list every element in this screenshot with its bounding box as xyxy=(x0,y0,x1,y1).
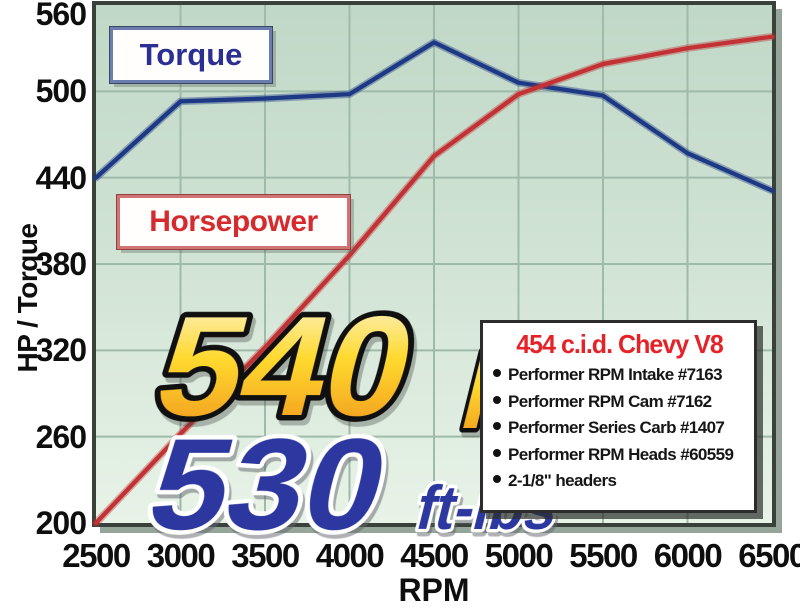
y-axis-label: HP / Torque xyxy=(12,223,43,373)
y-tick-label: 320 xyxy=(35,332,87,369)
y-axis-ticks: 560 500 440 380 320 260 200 xyxy=(0,0,87,611)
x-tick-label: 6000 xyxy=(653,537,723,574)
spec-item-text: Performer RPM Intake #7163 xyxy=(508,365,723,384)
spec-item-text: 2-1/8" headers xyxy=(508,471,617,490)
y-tick-label: 380 xyxy=(35,246,87,282)
bullet-dot-icon xyxy=(493,369,501,377)
bullet-dot-icon xyxy=(493,475,501,483)
spec-item-text: Performer RPM Cam #7162 xyxy=(508,391,712,411)
bullet-dot-icon xyxy=(493,448,501,457)
spec-item-text: Performer Series Carb #1407 xyxy=(508,418,725,437)
y-tick-label: 440 xyxy=(35,159,87,196)
spec-item: Performer RPM Cam #7162 xyxy=(493,389,746,416)
spec-item: Performer Series Carb #1407 xyxy=(493,415,746,442)
torque-legend-label: Torque xyxy=(139,37,243,72)
horsepower-legend-label: Horsepower xyxy=(149,205,318,238)
x-tick-label: 3000 xyxy=(146,537,216,574)
y-tick-label: 260 xyxy=(35,418,87,455)
x-tick-label: 6500 xyxy=(738,537,800,574)
spec-box: 454 c.i.d. Chevy V8 Performer RPM Intake… xyxy=(480,320,757,513)
spec-list: Performer RPM Intake #7163 Performer RPM … xyxy=(493,362,746,495)
spec-item: 2-1/8" headers xyxy=(493,468,746,495)
curve-group xyxy=(92,32,776,527)
x-tick-label: 4000 xyxy=(315,537,385,574)
x-axis-label: RPM xyxy=(398,572,470,608)
spec-item: Performer RPM Heads #60559 xyxy=(493,442,746,469)
bullet-dot-icon xyxy=(493,395,501,404)
horsepower-legend-box: Horsepower xyxy=(117,195,350,249)
torque-peak-value: 530 xyxy=(136,411,402,556)
x-tick-label: 4500 xyxy=(400,537,469,574)
bullet-dot-icon xyxy=(493,422,501,430)
spec-item-text: Performer RPM Heads #60559 xyxy=(508,444,734,464)
x-tick-label: 5000 xyxy=(484,537,554,574)
spec-item: Performer RPM Intake #7163 xyxy=(493,362,746,389)
x-tick-label: 2500 xyxy=(62,537,131,574)
y-tick-label: 560 xyxy=(35,0,87,32)
hp-peak-value: 540 xyxy=(142,287,430,446)
horsepower-curve xyxy=(93,34,775,526)
x-tick-label: 5500 xyxy=(569,537,638,574)
torque-legend-box: Torque xyxy=(110,27,272,83)
torque-curve xyxy=(93,40,775,193)
plot-area xyxy=(92,1,776,527)
spec-box-title: 454 c.i.d. Chevy V8 xyxy=(516,329,723,359)
x-tick-label: 3500 xyxy=(231,537,300,574)
y-tick-label: 500 xyxy=(35,73,87,110)
y-tick-label: 200 xyxy=(35,505,87,541)
